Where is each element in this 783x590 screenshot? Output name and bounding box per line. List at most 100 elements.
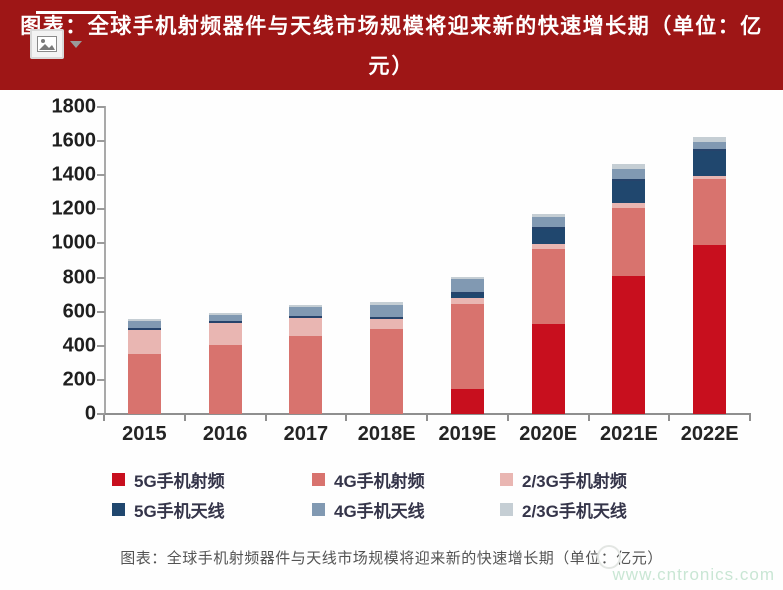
x-axis-label: 2021E: [599, 423, 658, 445]
legend-swatch-icon: [312, 503, 325, 516]
x-axis-label: 2018E: [357, 423, 416, 445]
bar-segment-4G手机射频: [450, 304, 484, 390]
bar-segment-4G手机射频: [531, 249, 565, 325]
bar-2015: [127, 318, 161, 414]
y-axis-tick: [97, 106, 105, 108]
x-axis-label: 2022E: [680, 423, 739, 445]
legend-swatch-icon: [312, 473, 325, 486]
legend-label: 2/3G手机天线: [522, 502, 627, 521]
y-axis-tick: [97, 174, 105, 177]
bar-segment-5G手机射频: [450, 389, 484, 414]
legend-label: 5G手机天线: [134, 502, 225, 521]
y-axis-tick: [97, 208, 105, 211]
bar-segment-4G手机天线: [531, 217, 565, 229]
x-axis-label: 2016: [202, 423, 248, 445]
bar-segment-2/3G手机天线: [208, 313, 242, 316]
x-axis-tick: [426, 415, 428, 421]
y-axis-label: 1200: [51, 197, 97, 220]
y-axis-tick: [97, 242, 105, 245]
bar-segment-2/3G手机天线: [612, 164, 646, 169]
y-axis-tick: [97, 140, 105, 143]
bar-segment-2/3G手机天线: [289, 304, 323, 308]
y-axis-tick: [97, 310, 105, 313]
banner-title-line2: 元）: [368, 55, 415, 78]
bar-2019E: [450, 276, 484, 414]
bar-segment-4G手机天线: [693, 141, 727, 152]
bar-segment-4G手机天线: [370, 304, 404, 319]
x-axis-tick: [668, 415, 671, 421]
y-axis-label: 1600: [51, 129, 97, 152]
bar-segment-5G手机天线: [693, 151, 727, 177]
legend-swatch-icon: [500, 503, 513, 516]
y-axis-label: 0: [84, 402, 96, 425]
dropdown-caret-icon[interactable]: [70, 41, 82, 48]
bar-segment-2/3G手机天线: [531, 213, 565, 218]
y-axis-label: 1800: [51, 95, 97, 118]
bar-2016: [208, 313, 242, 414]
bar-segment-2/3G手机天线: [693, 137, 727, 142]
bar-segment-4G手机射频: [289, 335, 323, 414]
legend-item-4G手机射频: 4G手机射频: [312, 466, 500, 493]
banner-title-line1: 图表：全球手机射频器件与天线市场规模将迎来新的快速增长期（单位：亿: [20, 15, 763, 38]
bar-segment-2/3G手机射频: [370, 318, 404, 329]
x-axis-tick: [506, 415, 509, 421]
bar-segment-2/3G手机射频: [612, 203, 646, 208]
bar-2018E: [370, 302, 404, 414]
y-axis-label: 600: [62, 300, 96, 323]
y-axis-tick: [97, 344, 105, 347]
broken-image-icon[interactable]: [30, 29, 64, 59]
x-axis-tick: [749, 415, 751, 421]
legend-item-2/3G手机射频: 2/3G手机射频: [500, 466, 700, 493]
bar-segment-2/3G手机射频: [127, 329, 161, 355]
bar-segment-4G手机射频: [208, 344, 242, 414]
y-axis-tick: [97, 378, 105, 381]
watermark-text: www.cntronics.com: [612, 565, 775, 584]
bar-segment-4G手机天线: [289, 307, 323, 318]
bar-segment-4G手机射频: [612, 207, 646, 276]
bar-segment-2/3G手机射频: [531, 244, 565, 250]
x-axis-label: 2017: [283, 423, 329, 445]
legend-swatch-icon: [112, 503, 125, 516]
bar-segment-4G手机天线: [450, 279, 484, 294]
x-axis-label: 2019E: [438, 423, 497, 445]
bar-segment-5G手机射频: [612, 275, 646, 414]
bar-segment-2/3G手机天线: [370, 302, 404, 305]
bar-2022E: [693, 137, 727, 414]
x-axis-line: [100, 413, 751, 415]
bar-segment-2/3G手机天线: [127, 318, 161, 322]
y-axis-label: 1000: [51, 231, 97, 254]
legend-label: 4G手机天线: [334, 502, 425, 521]
x-axis-tick: [587, 415, 590, 421]
bar-segment-5G手机射频: [531, 324, 565, 414]
bar-segment-2/3G手机射频: [450, 298, 484, 304]
y-axis-label: 800: [62, 266, 96, 289]
x-axis-tick: [183, 415, 186, 421]
legend-label: 4G手机射频: [334, 472, 425, 491]
x-axis-label: 2020E: [519, 423, 578, 445]
y-axis-label: 200: [62, 368, 96, 391]
bar-segment-5G手机天线: [612, 181, 646, 204]
legend-swatch-icon: [112, 473, 125, 486]
x-axis-tick: [103, 415, 105, 421]
bar-segment-2/3G手机射频: [693, 176, 727, 180]
bar-segment-5G手机射频: [693, 245, 727, 414]
bar-segment-4G手机射频: [370, 328, 404, 414]
x-axis-label: 2015: [122, 423, 167, 445]
bar-segment-4G手机天线: [127, 321, 161, 330]
chart-legend: 5G手机射频 4G手机射频 2/3G手机射频 5G手机天线 4G手机天线 2/3G手机天线: [112, 466, 700, 523]
y-axis-tick: [97, 276, 105, 279]
bar-2021E: [612, 164, 646, 414]
x-axis-tick: [264, 415, 267, 421]
legend-item-5G手机射频: 5G手机射频: [112, 466, 312, 493]
bar-segment-4G手机天线: [208, 315, 242, 323]
legend-item-4G手机天线: 4G手机天线: [312, 496, 500, 523]
bar-2020E: [531, 213, 565, 414]
y-axis-label: 1400: [51, 163, 97, 186]
bar-segment-4G手机天线: [612, 168, 646, 182]
legend-item-2/3G手机天线: 2/3G手机天线: [500, 496, 700, 523]
bar-segment-2/3G手机射频: [208, 322, 242, 345]
y-axis-tick: [97, 413, 105, 415]
bar-segment-2/3G手机射频: [289, 317, 323, 336]
